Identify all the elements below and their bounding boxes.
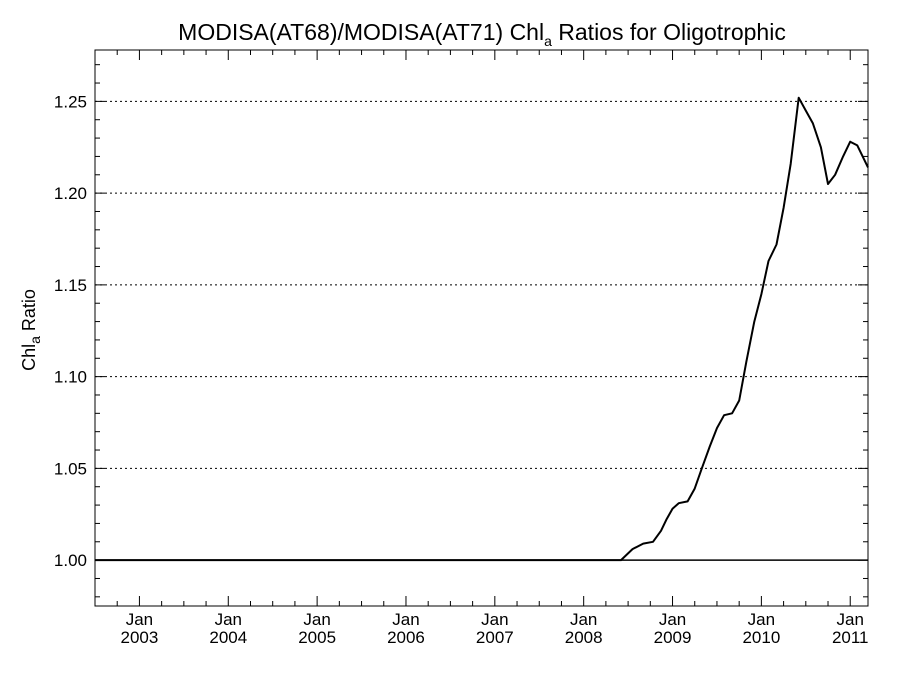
x-tick-label-month: Jan: [481, 610, 508, 629]
x-tick-label-year: 2011: [832, 628, 869, 647]
axes: [94, 49, 869, 607]
x-tick-label-year: 2008: [565, 628, 603, 647]
svg-text:MODISA(AT68)/MODISA(AT71) Chl: MODISA(AT68)/MODISA(AT71) Chla Ratios fo…: [178, 19, 786, 49]
y-axis-label-suffix: Ratio: [19, 289, 39, 336]
y-axis-label-prefix: Chl: [19, 344, 39, 371]
y-tick-label: 1.05: [54, 459, 87, 478]
y-tick-label: 1.00: [54, 551, 87, 570]
x-tick-label-year: 2009: [654, 628, 692, 647]
plot-frame: [94, 49, 869, 607]
x-tick-label-month: Jan: [748, 610, 775, 629]
y-tick-label: 1.25: [54, 92, 87, 111]
x-tick-label-year: 2003: [121, 628, 159, 647]
y-tick-label: 1.10: [54, 368, 87, 387]
x-tick-label-year: 2006: [387, 628, 425, 647]
chart-title-suffix: Ratios for Oligotrophic: [552, 19, 786, 45]
x-tick-label-year: 2005: [298, 628, 336, 647]
x-tick-label-month: Jan: [659, 610, 686, 629]
x-tick-label-year: 2007: [476, 628, 514, 647]
y-axis-ticks: 1.00 1.05 1.10 1.15 1.20 1.25: [54, 64, 868, 598]
x-tick-label-month: Jan: [570, 610, 597, 629]
chart-title: MODISA(AT68)/MODISA(AT71) Chla Ratios fo…: [178, 19, 786, 49]
chart-title-main: MODISA(AT68)/MODISA(AT71) Chl: [178, 19, 544, 45]
x-tick-label-month: Jan: [837, 610, 864, 629]
x-axis-ticks: Jan2003Jan2004Jan2005Jan2006Jan2007Jan20…: [94, 50, 869, 647]
series-group: [95, 96, 869, 562]
grid-lines: [95, 100, 868, 469]
chart-title-subscript: a: [544, 33, 552, 49]
y-tick-label: 1.20: [54, 184, 87, 203]
x-tick-label-year: 2004: [209, 628, 247, 647]
y-axis-label-subscript: a: [27, 336, 43, 344]
x-tick-label-month: Jan: [126, 610, 153, 629]
x-tick-label-month: Jan: [215, 610, 242, 629]
svg-text:Chla Ratio: Chla Ratio: [19, 289, 43, 371]
x-tick-label-year: 2010: [742, 628, 780, 647]
x-tick-label-month: Jan: [303, 610, 330, 629]
x-tick-label-month: Jan: [392, 610, 419, 629]
y-tick-label: 1.15: [54, 276, 87, 295]
y-axis-label: Chla Ratio: [19, 289, 43, 371]
series-line: [95, 96, 869, 562]
